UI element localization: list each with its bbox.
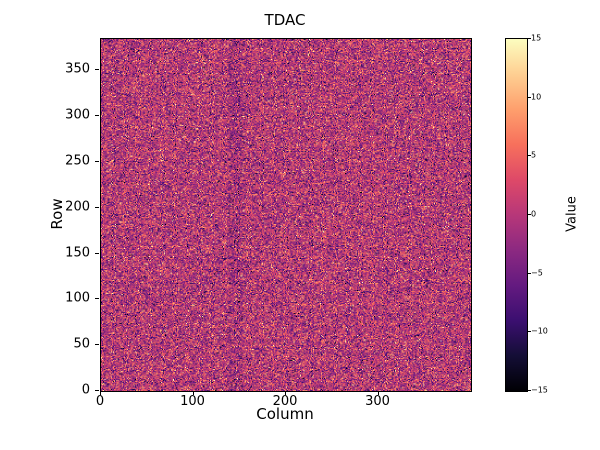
colorbar: [505, 38, 528, 392]
colorbar-tick-mark: [528, 331, 531, 333]
x-tick-label: 200: [272, 394, 298, 409]
y-tick-mark: [95, 206, 99, 208]
colorbar-tick-label: 10: [531, 92, 542, 102]
x-tick-mark: [285, 391, 286, 395]
plot-area: [100, 38, 472, 392]
colorbar-tick-label: 5: [531, 150, 537, 160]
y-tick-mark: [95, 344, 99, 346]
colorbar-tick-mark: [528, 214, 531, 215]
colorbar-tick-label: 0: [531, 209, 537, 219]
x-tick-label: 100: [180, 394, 205, 409]
x-tick-mark: [100, 391, 101, 395]
y-tick-label: 200: [65, 199, 90, 215]
x-tick-mark: [192, 391, 194, 395]
colorbar-tick-label: −5: [531, 268, 543, 278]
x-tick-label: 300: [365, 394, 390, 409]
y-tick-label: 50: [73, 336, 90, 352]
x-axis-label: Column: [256, 405, 314, 423]
x-tick-label: 0: [95, 394, 105, 409]
y-tick-label: 250: [65, 153, 90, 169]
colorbar-tick-mark: [528, 155, 531, 157]
x-tick-mark: [377, 391, 379, 395]
colorbar-tick-mark: [528, 96, 531, 98]
y-tick-mark: [95, 69, 99, 71]
colorbar-tick-mark: [528, 390, 531, 391]
y-tick-label: 350: [65, 61, 90, 77]
y-tick-mark: [95, 390, 99, 391]
y-tick-label: 0: [81, 382, 90, 398]
heatmap-canvas: [101, 39, 471, 391]
colorbar-tick-label: −10: [531, 326, 548, 336]
chart-title: TDAC: [264, 11, 306, 29]
colorbar-label: Value: [564, 196, 580, 232]
y-tick-label: 300: [65, 107, 90, 123]
y-tick-label: 150: [65, 245, 90, 260]
colorbar-tick-mark: [528, 38, 531, 39]
y-tick-mark: [95, 298, 99, 300]
y-tick-label: 100: [65, 290, 90, 306]
y-tick-mark: [95, 252, 99, 254]
y-tick-mark: [95, 115, 99, 116]
colorbar-tick-label: 15: [531, 33, 542, 43]
y-axis-label: Row: [48, 198, 66, 230]
colorbar-tick-mark: [528, 272, 531, 274]
y-tick-mark: [95, 160, 99, 162]
colorbar-tick-label: −15: [531, 385, 548, 395]
